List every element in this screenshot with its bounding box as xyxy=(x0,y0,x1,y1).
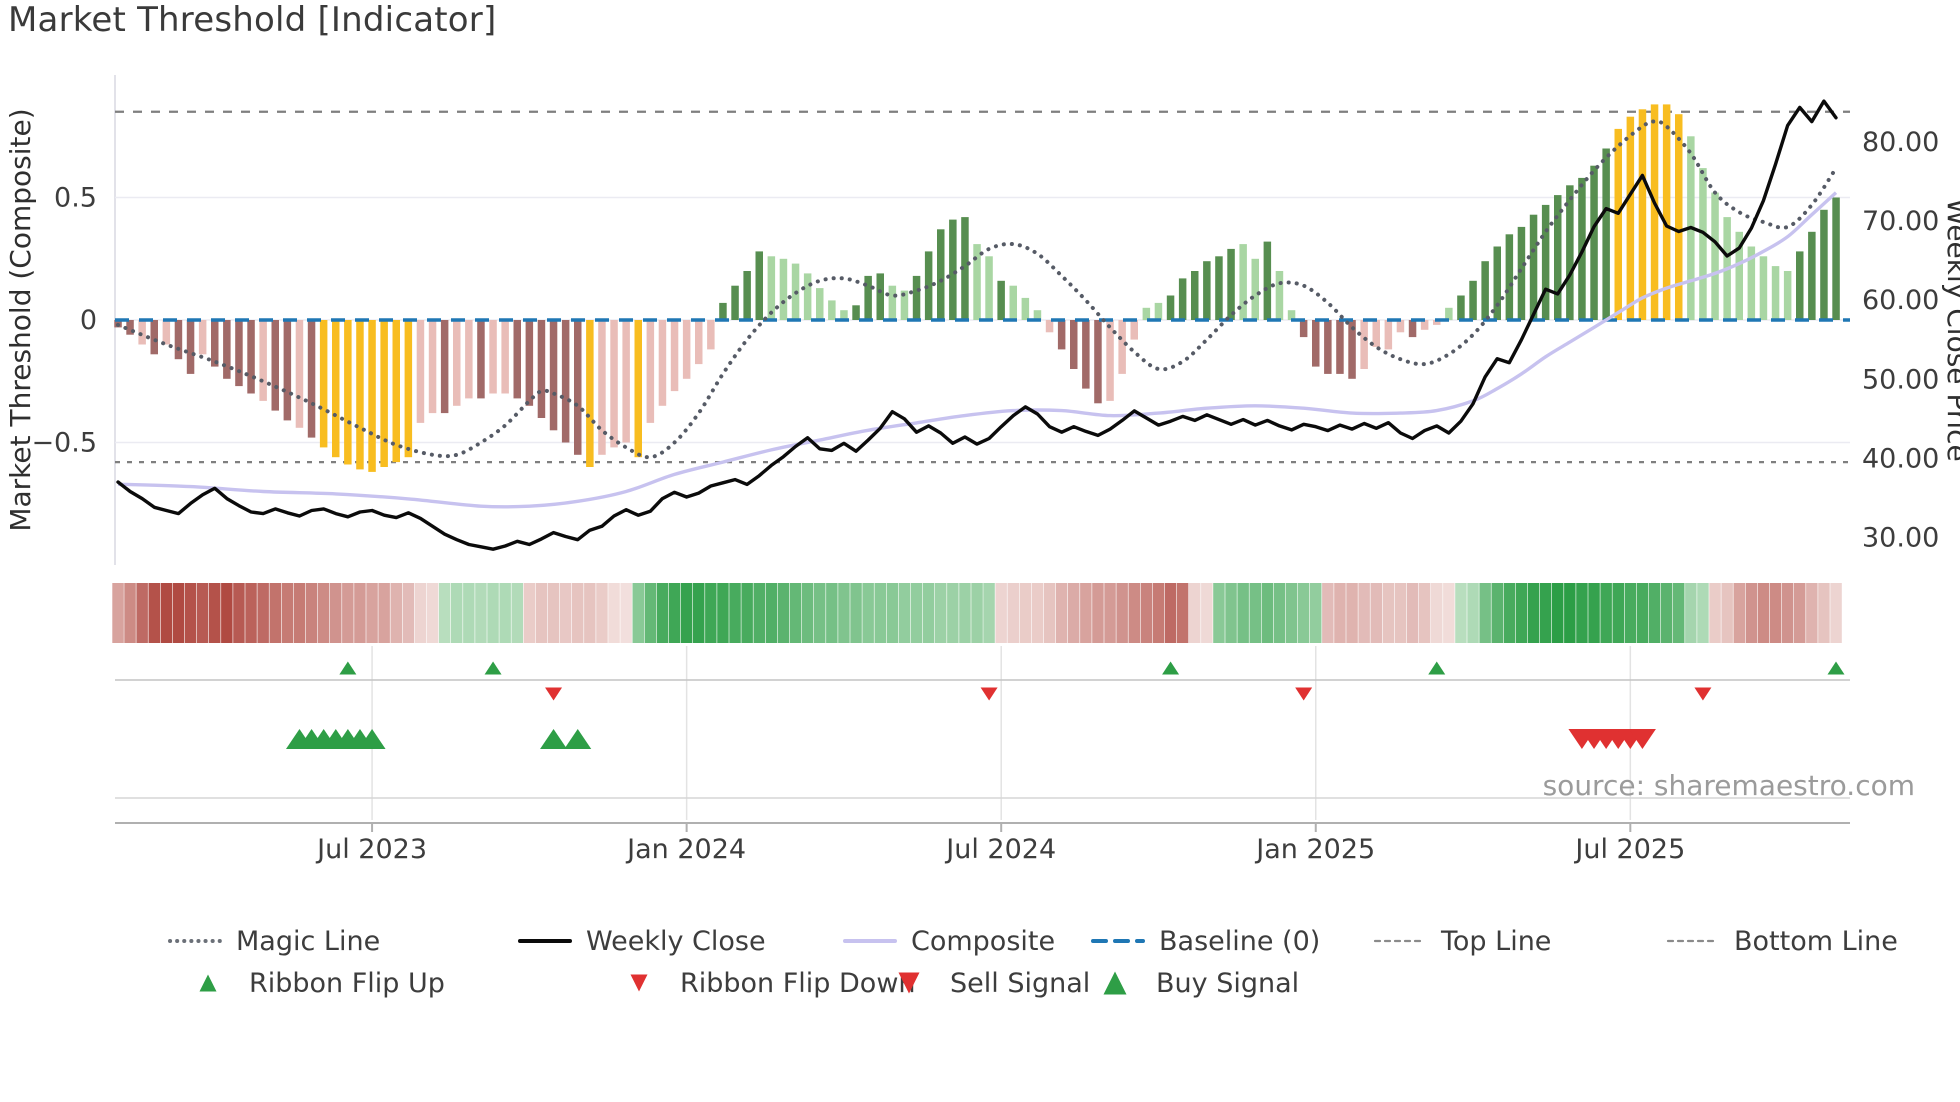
legend-item-baseline-0: Baseline (0) xyxy=(1091,925,1320,957)
ribbon-flip-up-marker xyxy=(1162,661,1180,675)
left-tick-label: 0.5 xyxy=(54,183,97,214)
legend-label: Weekly Close xyxy=(586,925,766,957)
legend-label: Ribbon Flip Up xyxy=(249,967,445,999)
fine-dashed-swatch-icon xyxy=(1666,939,1720,943)
right-tick-label: 40.00 xyxy=(1862,443,1939,474)
left-tick-label: 0 xyxy=(80,305,97,336)
x-tick-label: Jul 2024 xyxy=(944,834,1056,865)
ribbon-flip-down-marker xyxy=(1694,687,1712,701)
x-tick-label: Jan 2025 xyxy=(1254,834,1375,865)
tri-up-swatch-icon xyxy=(1103,971,1127,995)
signal-panel: Jul 2023 Jan 2024 Jul 2024 Jan 2025 Jul 2025 xyxy=(115,646,1850,865)
ribbon-flip-up-marker xyxy=(1428,661,1446,675)
legend-label: Top Line xyxy=(1441,925,1552,957)
ribbon-flip-up-marker xyxy=(339,661,357,675)
composite-line xyxy=(117,191,1838,509)
x-tick-label: Jan 2024 xyxy=(625,834,746,865)
indicator-chart: Jul 2023 Jan 2024 Jul 2024 Jan 2025 Jul 2025… xyxy=(4,75,1960,865)
legend-label: Magic Line xyxy=(236,925,381,957)
ribbon-flip-up-marker xyxy=(1827,661,1845,675)
legend-label: Composite xyxy=(911,925,1056,957)
legend-item-top-line: Top Line xyxy=(1373,925,1551,957)
legend-label: Bottom Line xyxy=(1734,925,1898,957)
right-tick-label: 80.00 xyxy=(1862,127,1939,158)
right-tick-label: 70.00 xyxy=(1862,206,1939,237)
right-axis-label: Weekly Close Price xyxy=(1941,198,1960,461)
legend-item-bottom-line: Bottom Line xyxy=(1666,925,1898,957)
legend-item-ribbon-flip-down: Ribbon Flip Down xyxy=(612,967,916,999)
axis-ticks: 0.5 0 −0.5 80.00 70.00 60.00 50.00 40.00 30.00 xyxy=(31,127,1939,553)
legend-item-magic-line: Magic Line xyxy=(168,925,380,957)
ribbon-flip-down-marker xyxy=(1295,687,1313,701)
right-tick-label: 60.00 xyxy=(1862,285,1939,316)
tri-up-swatch-icon xyxy=(199,974,217,992)
tri-down-swatch-icon xyxy=(630,974,648,992)
buy-signal-marker xyxy=(564,729,592,749)
ribbon-flip-down-marker xyxy=(545,687,563,701)
legend-item-buy-signal: Buy Signal xyxy=(1088,967,1299,999)
legend-label: Sell Signal xyxy=(950,967,1091,999)
chart-title: Market Threshold [Indicator] xyxy=(8,0,497,40)
source-credit: source: sharemaestro.com xyxy=(1543,769,1915,802)
legend-item-sell-signal: Sell Signal xyxy=(882,967,1090,999)
threshold-bars xyxy=(114,104,1840,472)
right-tick-label: 50.00 xyxy=(1862,364,1939,395)
legend-label: Ribbon Flip Down xyxy=(680,967,916,999)
sell-signal-marker xyxy=(1628,729,1656,749)
buy-signal-marker xyxy=(540,729,568,749)
right-tick-label: 30.00 xyxy=(1862,522,1939,553)
fine-dashed-swatch-icon xyxy=(1373,939,1427,943)
ribbon-flip-down-marker xyxy=(980,687,998,701)
weekly-close-line xyxy=(116,99,1838,551)
magic-line xyxy=(116,119,1838,460)
indicator-chart-canvas: Jul 2023 Jan 2024 Jul 2024 Jan 2025 Jul 2025… xyxy=(4,75,1960,865)
x-tick-label: Jul 2023 xyxy=(315,834,427,865)
legend-label: Baseline (0) xyxy=(1159,925,1321,957)
left-tick-label: −0.5 xyxy=(31,428,97,459)
buy-signal-marker xyxy=(358,729,386,749)
dotted-swatch-icon xyxy=(168,939,222,943)
left-axis-label: Market Threshold (Composite) xyxy=(4,108,37,531)
chart-legend: Magic Line Weekly Close Composite Baseline … xyxy=(0,900,1960,1060)
signal-markers xyxy=(285,661,1845,749)
tri-down-swatch-icon xyxy=(898,972,920,994)
legend-item-ribbon-flip-up: Ribbon Flip Up xyxy=(181,967,445,999)
solid-swatch-icon xyxy=(843,939,897,943)
solid-swatch-icon xyxy=(518,939,572,943)
dashed-swatch-icon xyxy=(1091,939,1145,943)
trend-ribbon xyxy=(112,583,1842,643)
legend-label: Buy Signal xyxy=(1156,967,1300,999)
legend-item-weekly-close: Weekly Close xyxy=(518,925,766,957)
legend-item-composite: Composite xyxy=(843,925,1055,957)
ribbon-flip-up-marker xyxy=(484,661,502,675)
x-tick-label: Jul 2025 xyxy=(1573,834,1685,865)
